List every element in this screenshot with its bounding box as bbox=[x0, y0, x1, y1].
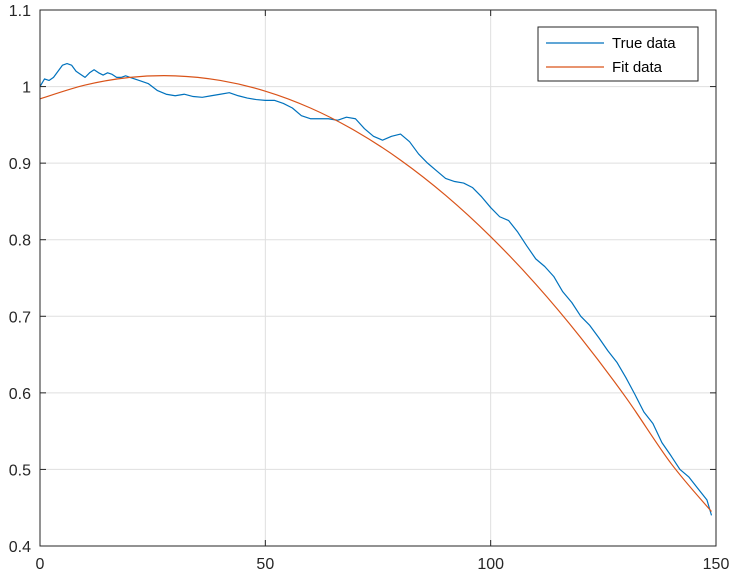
y-tick-label: 0.8 bbox=[9, 233, 31, 250]
legend: True data Fit data bbox=[537, 26, 699, 82]
y-tick-label: 1 bbox=[22, 80, 31, 97]
axes-box bbox=[39, 9, 717, 547]
x-tick-label: 150 bbox=[703, 556, 730, 573]
y-tick-label: 0.4 bbox=[9, 539, 31, 556]
x-tick-label: 0 bbox=[36, 556, 45, 573]
series-line-fit-data bbox=[39, 75, 712, 512]
y-tick-label: 0.9 bbox=[9, 156, 31, 173]
grid-lines bbox=[40, 10, 716, 546]
tick-labels: 0 50 100 150 0.4 0.5 0.6 0.7 0.8 0.9 1 1.1 bbox=[9, 3, 730, 573]
tick-marks bbox=[39, 9, 717, 547]
y-tick-label: 0.6 bbox=[9, 386, 31, 403]
y-tick-label: 1.1 bbox=[9, 3, 31, 20]
legend-box bbox=[537, 26, 699, 82]
legend-label-fit-data: Fit data bbox=[612, 59, 663, 76]
series-line-true-data bbox=[39, 63, 713, 516]
plot-series bbox=[39, 63, 713, 516]
x-tick-label: 50 bbox=[256, 556, 274, 573]
y-tick-label: 0.7 bbox=[9, 309, 31, 326]
y-tick-label: 0.5 bbox=[9, 462, 31, 479]
legend-label-true-data: True data bbox=[612, 35, 676, 52]
x-tick-label: 100 bbox=[477, 556, 504, 573]
